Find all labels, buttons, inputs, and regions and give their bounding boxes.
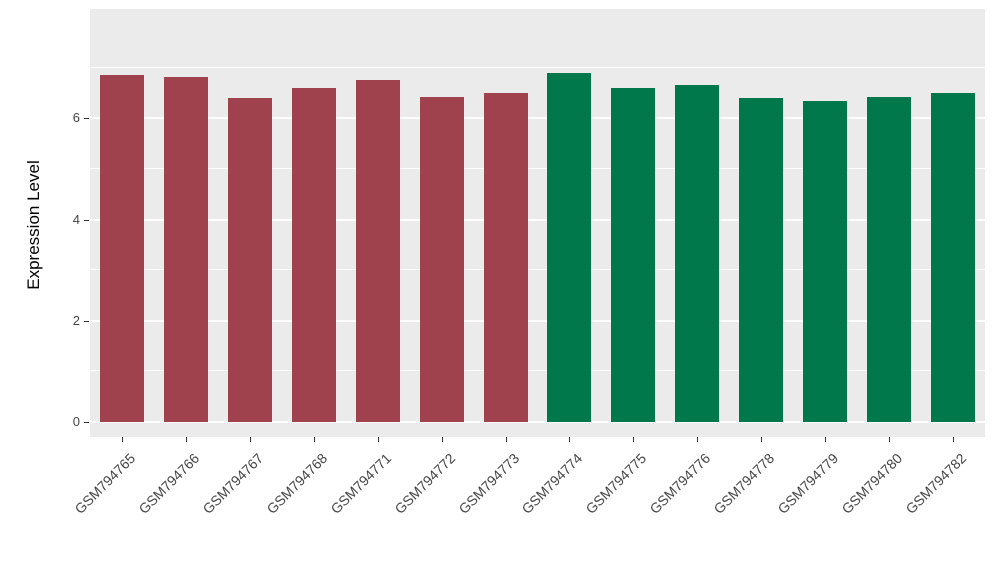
x-tick-mark — [889, 437, 891, 442]
y-tick-mark — [84, 219, 89, 221]
bar — [867, 96, 912, 422]
x-tick-mark — [825, 437, 827, 442]
x-tick-label: GSM794771 — [327, 450, 394, 517]
x-tick-label: GSM794780 — [838, 450, 906, 517]
bar — [291, 88, 336, 422]
x-tick-mark — [249, 437, 251, 442]
major-gridline — [90, 319, 985, 322]
y-tick-label: 6 — [72, 110, 80, 126]
x-tick-label: GSM794782 — [902, 450, 970, 517]
x-tick-label: GSM794776 — [646, 450, 714, 517]
x-tick-mark — [441, 437, 443, 442]
bar — [227, 98, 272, 422]
x-tick-label: GSM794774 — [518, 450, 586, 517]
x-tick-label: GSM794766 — [135, 450, 203, 517]
x-tick-label: GSM794772 — [391, 450, 458, 517]
y-tick-label: 2 — [72, 312, 80, 328]
bar — [547, 72, 592, 422]
bar — [99, 75, 144, 422]
bar — [483, 93, 528, 422]
y-tick-label: 0 — [72, 414, 80, 429]
bar — [163, 76, 208, 422]
major-gridline — [90, 218, 985, 221]
x-tick-label: GSM794778 — [710, 450, 778, 517]
x-tick-mark — [569, 437, 571, 442]
x-tick-mark — [185, 437, 187, 442]
y-tick-mark — [84, 422, 89, 423]
y-tick-mark — [84, 118, 89, 120]
bar — [355, 80, 400, 422]
x-tick-label: GSM794767 — [199, 450, 267, 517]
x-tick-mark — [121, 437, 123, 442]
x-tick-label: GSM794779 — [774, 450, 842, 517]
x-tick-mark — [377, 437, 379, 442]
x-tick-label: GSM794765 — [71, 450, 139, 517]
y-tick-mark — [84, 320, 89, 322]
bar — [803, 100, 848, 422]
minor-gridline — [90, 370, 985, 372]
y-tick-label: 4 — [72, 211, 80, 227]
x-tick-mark — [761, 437, 763, 442]
bar — [675, 85, 720, 422]
x-tick-mark — [953, 437, 955, 442]
x-tick-mark — [633, 437, 635, 442]
bar — [611, 88, 656, 422]
x-tick-label: GSM794775 — [582, 450, 650, 517]
bar — [739, 98, 784, 422]
bar — [931, 93, 976, 422]
plot-panel — [90, 9, 985, 437]
x-tick-mark — [313, 437, 315, 442]
major-gridline — [90, 117, 985, 120]
bar — [419, 96, 464, 422]
x-tick-mark — [697, 437, 699, 442]
x-tick-label: GSM794768 — [263, 450, 331, 517]
minor-gridline — [90, 66, 985, 68]
minor-gridline — [90, 168, 985, 169]
x-tick-label: GSM794773 — [454, 450, 522, 517]
x-tick-mark — [505, 437, 507, 442]
minor-gridline — [90, 269, 985, 271]
major-gridline — [90, 421, 985, 423]
